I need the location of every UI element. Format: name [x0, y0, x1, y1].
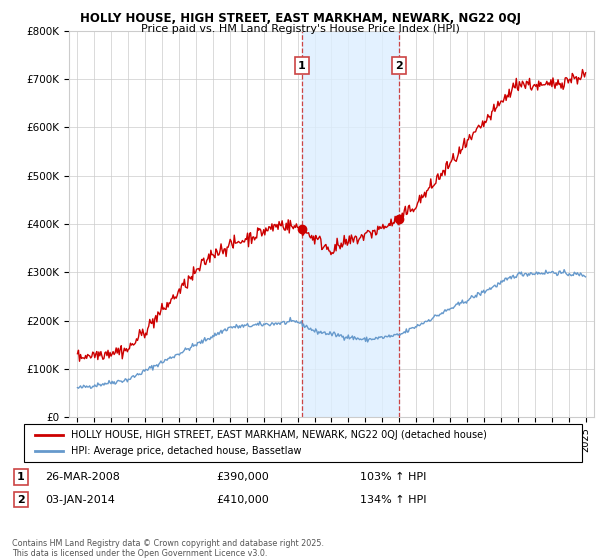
Text: HOLLY HOUSE, HIGH STREET, EAST MARKHAM, NEWARK, NG22 0QJ (detached house): HOLLY HOUSE, HIGH STREET, EAST MARKHAM, …	[71, 430, 487, 440]
FancyBboxPatch shape	[24, 424, 582, 462]
Text: 1: 1	[17, 472, 25, 482]
Text: Contains HM Land Registry data © Crown copyright and database right 2025.
This d: Contains HM Land Registry data © Crown c…	[12, 539, 324, 558]
Text: 134% ↑ HPI: 134% ↑ HPI	[360, 494, 427, 505]
Text: £390,000: £390,000	[216, 472, 269, 482]
Text: HOLLY HOUSE, HIGH STREET, EAST MARKHAM, NEWARK, NG22 0QJ: HOLLY HOUSE, HIGH STREET, EAST MARKHAM, …	[79, 12, 521, 25]
Text: Price paid vs. HM Land Registry's House Price Index (HPI): Price paid vs. HM Land Registry's House …	[140, 24, 460, 34]
Text: 103% ↑ HPI: 103% ↑ HPI	[360, 472, 427, 482]
Text: 03-JAN-2014: 03-JAN-2014	[45, 494, 115, 505]
Text: 2: 2	[17, 494, 25, 505]
Text: 26-MAR-2008: 26-MAR-2008	[45, 472, 120, 482]
Text: 1: 1	[298, 60, 305, 71]
Bar	[302, 31, 400, 417]
Text: £410,000: £410,000	[216, 494, 269, 505]
Text: 2: 2	[395, 60, 403, 71]
Text: HPI: Average price, detached house, Bassetlaw: HPI: Average price, detached house, Bass…	[71, 446, 302, 456]
